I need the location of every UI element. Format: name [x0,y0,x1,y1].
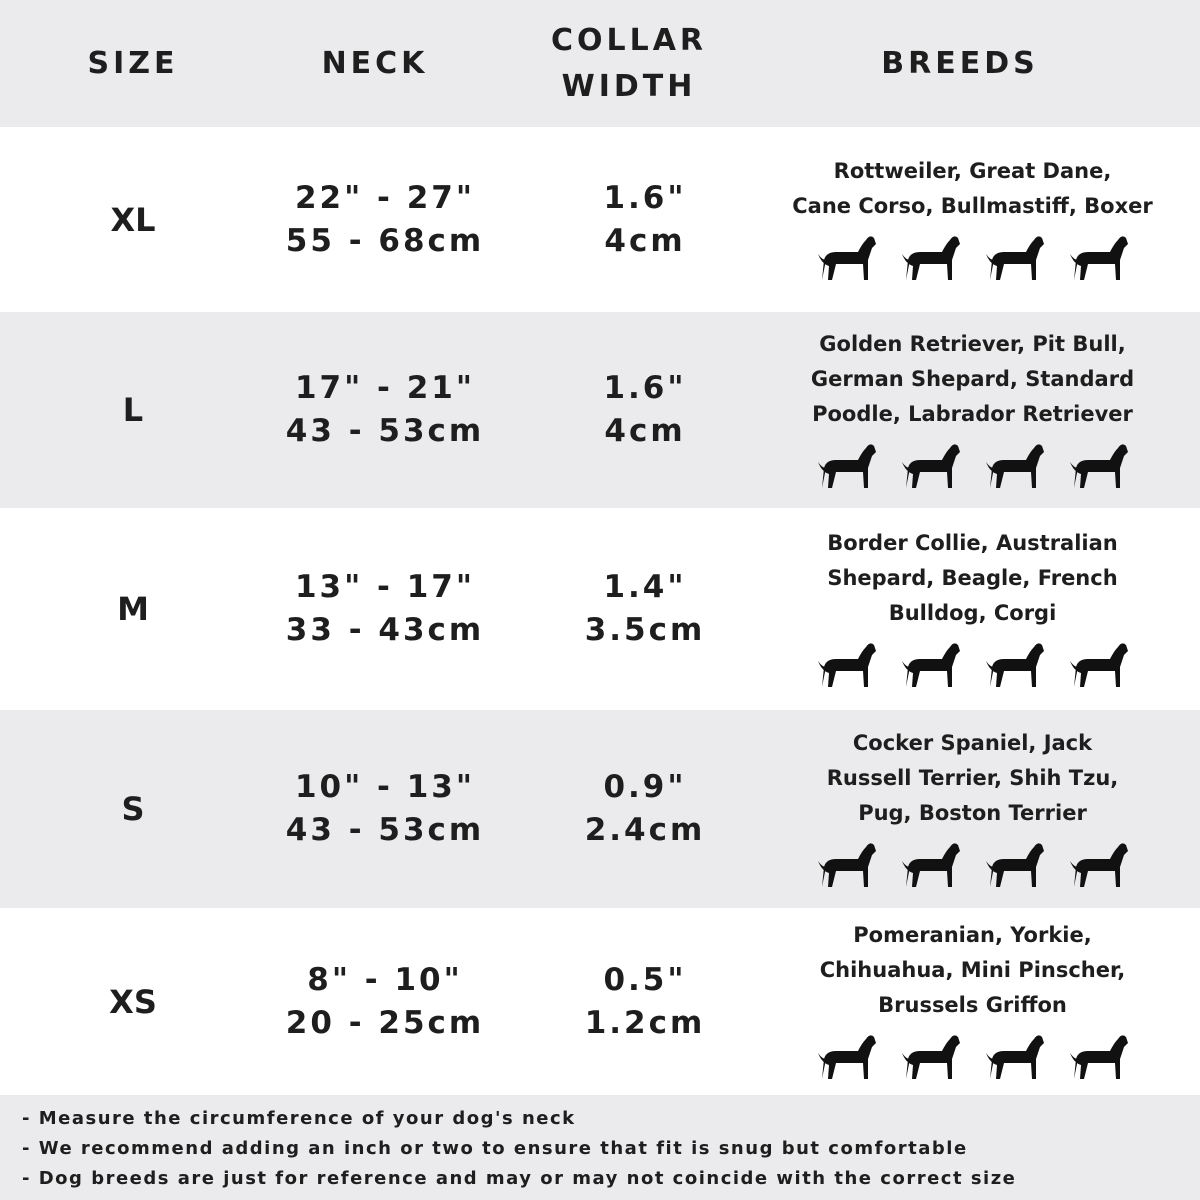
collar-width-cm: 3.5cm [584,612,706,648]
breed-line: Cane Corso, Bullmastiff, Boxer [792,193,1153,218]
great-dane-silhouette-icon [901,235,960,280]
collar-width-inches: 0.9" [603,769,687,805]
pomeranian-silhouette-icon [817,1035,876,1079]
size-row: XL 22" - 27" 55 - 68cm 1.6" 4cm Rottweil… [0,127,1200,312]
collar-width: 1.4" 3.5cm [545,508,745,710]
chihuahua-silhouette-icon [985,1035,1044,1079]
breeds-cell: Pomeranian, Yorkie, Chihuahua, Mini Pinsc… [770,908,1175,1095]
collar-width: 1.6" 4cm [545,312,745,508]
collar-width-cm: 4cm [604,413,686,449]
breed-line: German Shepard, Standard [810,366,1135,391]
yorkie-silhouette-icon [901,1035,960,1079]
size-label: S [121,790,145,828]
collar-width: 0.9" 2.4cm [545,710,745,908]
neck-measure: 10" - 13" 43 - 53cm [275,710,495,908]
labrador-silhouette-icon [901,443,960,488]
pug-silhouette-icon [1069,842,1128,887]
neck-measure: 13" - 17" 33 - 43cm [275,508,495,710]
collar-width: 0.5" 1.2cm [545,908,745,1095]
neck-inches: 17" - 21" [294,370,476,406]
breed-line: Chihuahua, Mini Pinscher, [819,958,1126,982]
breed-line: Border Collie, Australian [827,530,1118,555]
mini-pinscher-silhouette-icon [1069,1035,1128,1079]
breeds-cell: Rottweiler, Great Dane, Cane Corso, Bullm… [770,127,1175,312]
breed-icons [814,1029,1132,1085]
german-shepherd-silhouette-icon [1069,443,1128,488]
breed-icons [814,837,1132,893]
neck-cm: 55 - 68cm [285,222,485,259]
neck-cm: 33 - 43cm [285,612,485,648]
collar-width-header: COLLAR WIDTH [529,0,729,127]
golden-retriever-silhouette-icon [817,443,876,488]
breed-line: Poodle, Labrador Retriever [812,401,1133,426]
breed-icons [814,230,1132,286]
breed-icons [814,438,1132,494]
collar-width: 1.6" 4cm [545,127,745,312]
size-row: M 13" - 17" 33 - 43cm 1.4" 3.5cm Border … [0,508,1200,710]
beagle-silhouette-icon [901,642,960,687]
collar-width-inches: 0.5" [603,961,687,998]
breed-line: Brussels Griffon [878,993,1067,1017]
breed-line: Golden Retriever, Pit Bull, [819,331,1126,356]
corgi-silhouette-icon [1069,642,1128,687]
neck-inches: 8" - 10" [307,961,463,998]
footer-note: - We recommend adding an inch or two to … [22,1138,968,1159]
breed-line: Russell Terrier, Shih Tzu, [826,765,1119,790]
breed-icons [814,637,1132,693]
breed-line: Shepard, Beagle, French [827,565,1118,590]
neck-inches: 22" - 27" [294,179,476,216]
neck-inches: 13" - 17" [294,569,476,605]
header-row: SIZE NECK COLLAR WIDTH BREEDS [0,0,1200,127]
french-bulldog-silhouette-icon [985,642,1044,687]
size-label: XL [110,200,156,239]
footer-note: - Measure the circumference of your dog'… [22,1108,576,1129]
size-label: XS [109,982,157,1021]
breeds-cell: Border Collie, Australian Shepard, Beagle… [770,508,1175,710]
footer-notes [0,1095,1200,1200]
neck-measure: 8" - 10" 20 - 25cm [275,908,495,1095]
border-collie-silhouette-icon [817,642,876,687]
size-header: SIZE [87,45,179,81]
collar-width-inches: 1.6" [603,370,687,406]
breeds-header: BREEDS [881,45,1039,81]
collar-width-header-line1: COLLAR [550,22,708,58]
size-row: S 10" - 13" 43 - 53cm 0.9" 2.4cm Cocker … [0,710,1200,908]
collar-width-cm: 2.4cm [584,812,706,848]
collar-width-cm: 1.2cm [584,1004,706,1041]
neck-inches: 10" - 13" [294,769,476,805]
collar-width-cm: 4cm [604,222,686,259]
collar-width-header-line2: WIDTH [561,68,697,104]
breed-line: Rottweiler, Great Dane, [833,158,1112,183]
breed-line: Bulldog, Corgi [888,600,1057,625]
neck-measure: 17" - 21" 43 - 53cm [275,312,495,508]
neck-measure: 22" - 27" 55 - 68cm [275,127,495,312]
breeds-cell: Golden Retriever, Pit Bull, German Shepar… [770,312,1175,508]
collar-width-inches: 1.4" [603,569,687,605]
neck-header: NECK [321,45,429,81]
neck-cm: 20 - 25cm [285,1004,485,1041]
collar-width-inches: 1.6" [603,179,687,216]
rottweiler-silhouette-icon [817,235,876,280]
jack-russell-silhouette-icon [901,842,960,887]
neck-cm: 43 - 53cm [285,812,485,848]
cocker-spaniel-silhouette-icon [817,842,876,887]
footer-note: - Dog breeds are just for reference and … [22,1168,1017,1189]
shih-tzu-silhouette-icon [985,842,1044,887]
breed-line: Cocker Spaniel, Jack [852,730,1093,755]
breeds-cell: Cocker Spaniel, Jack Russell Terrier, Shi… [770,710,1175,908]
size-row: XS 8" - 10" 20 - 25cm 0.5" 1.2cm Pomeran… [0,908,1200,1095]
poodle-silhouette-icon [985,443,1044,488]
size-row: L 17" - 21" 43 - 53cm 1.6" 4cm Golden Re… [0,312,1200,508]
size-label: L [122,391,144,429]
breed-line: Pomeranian, Yorkie, [853,923,1092,947]
breed-line: Pug, Boston Terrier [858,800,1087,825]
bullmastiff-silhouette-icon [1069,235,1128,280]
neck-cm: 43 - 53cm [285,413,485,449]
footer-notes-text: - Measure the circumference of your dog'… [22,1104,1016,1194]
cane-corso-silhouette-icon [985,235,1044,280]
size-label: M [117,590,149,628]
